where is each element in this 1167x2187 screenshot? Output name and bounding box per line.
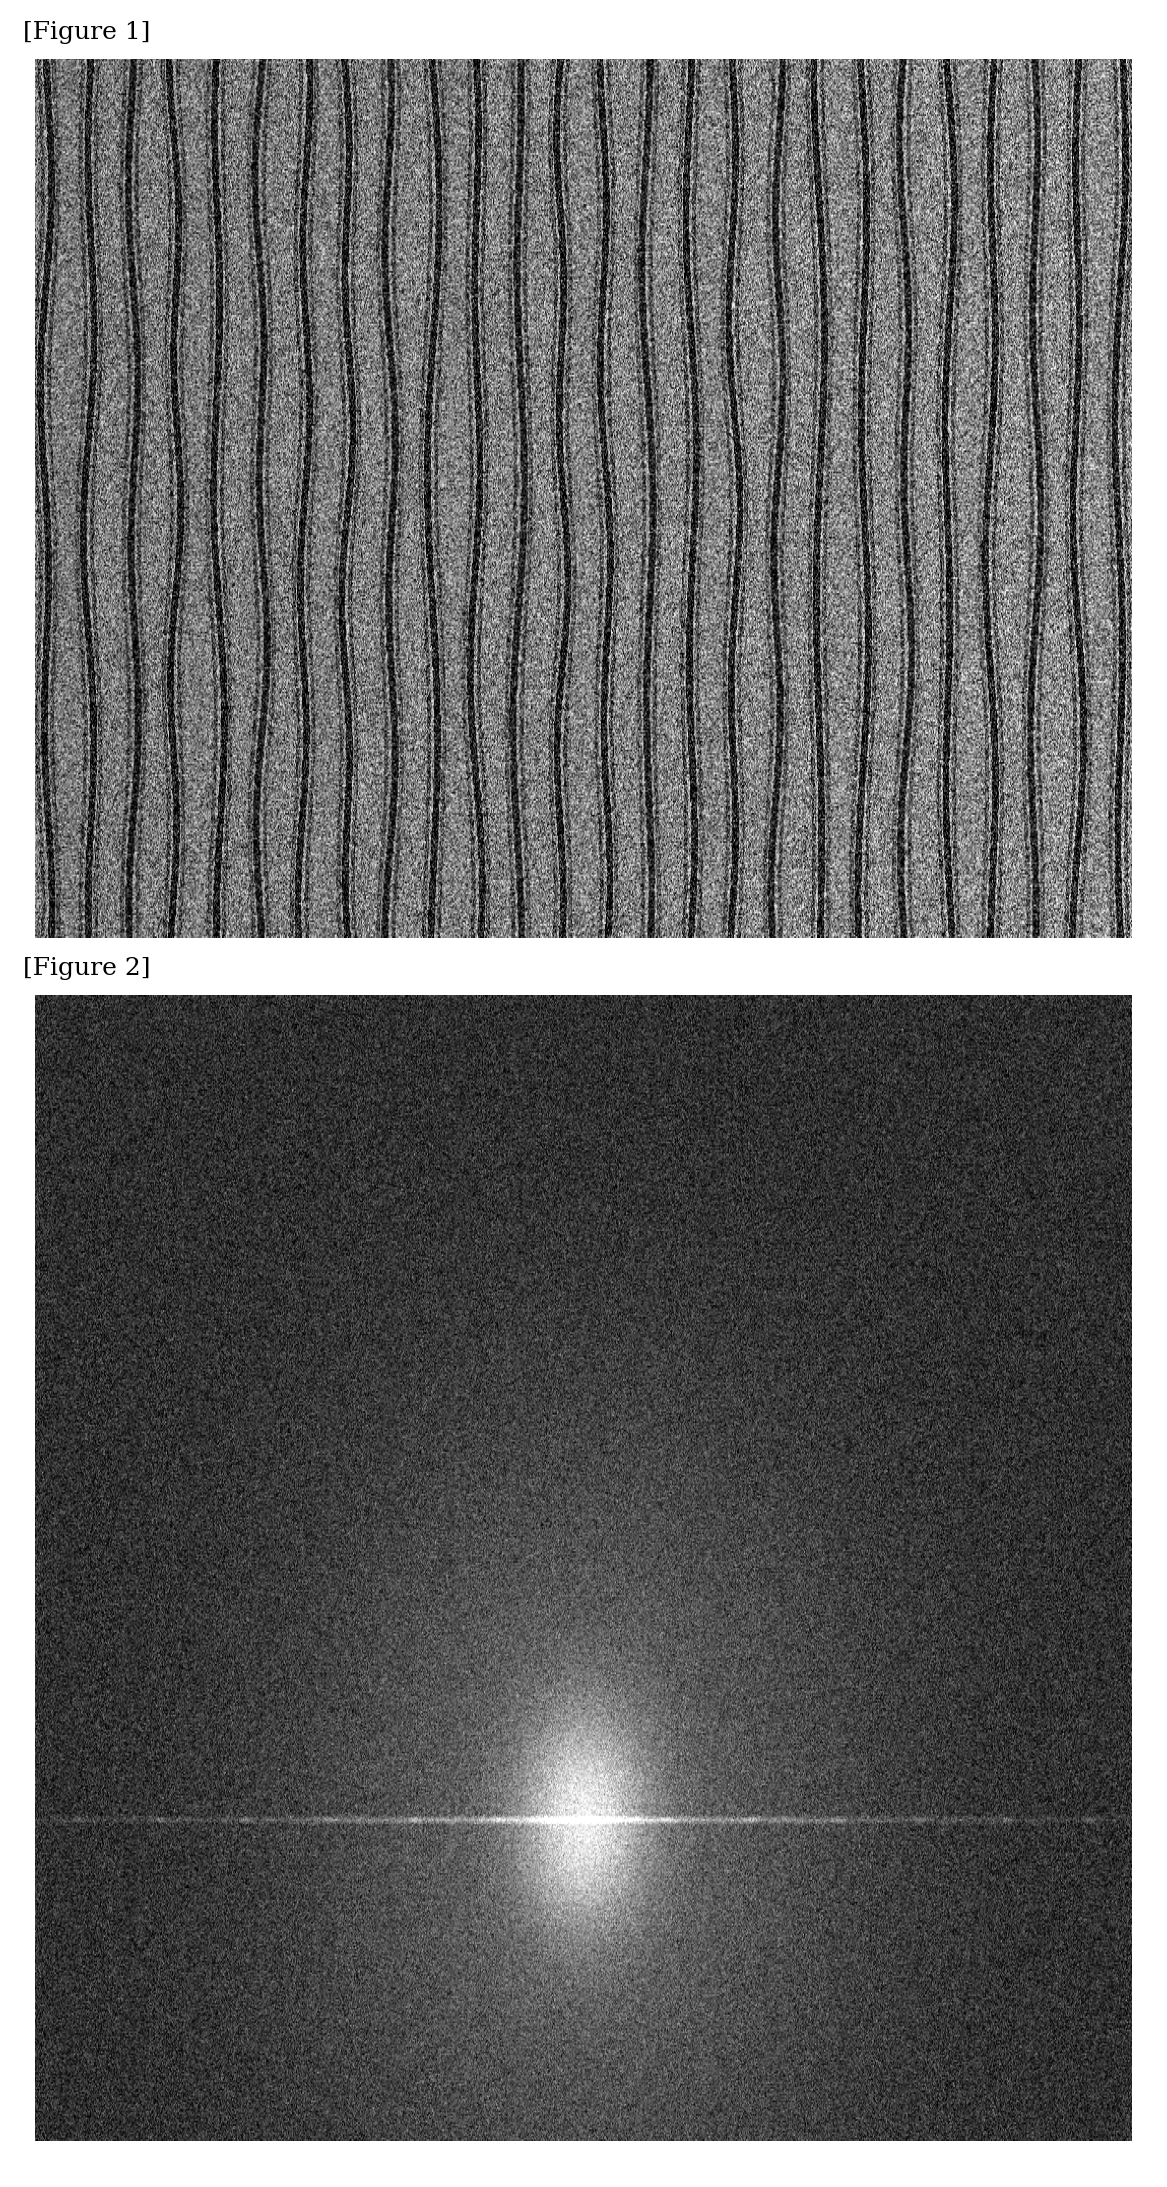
Text: [Figure 2]: [Figure 2] xyxy=(23,958,151,980)
Text: [Figure 1]: [Figure 1] xyxy=(23,22,151,44)
